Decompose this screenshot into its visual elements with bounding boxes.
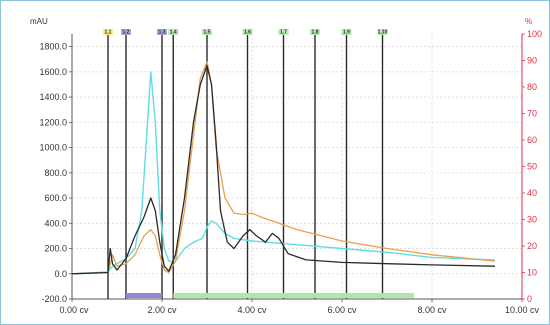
y-right-tick-label: 40 bbox=[527, 188, 537, 198]
fraction-marker-tag bbox=[242, 29, 253, 35]
tick-labels: -200.0 0.0 200.0 400.0 600.0 800.0 1000.0 1200.… bbox=[39, 29, 542, 315]
y-right-tick-label: 90 bbox=[527, 56, 537, 66]
series-line-black bbox=[71, 64, 496, 275]
fraction-marker-tag bbox=[103, 29, 113, 35]
x-tick-label: 0.00 cv bbox=[59, 305, 89, 315]
y-left-tick-label: 1000.0 bbox=[39, 143, 67, 153]
series-line-orange bbox=[71, 61, 496, 275]
y-left-tick-label: 800.0 bbox=[44, 168, 67, 178]
axes bbox=[69, 33, 525, 302]
y-left-tick-label: 1800.0 bbox=[39, 42, 67, 52]
y-right-tick-label: 30 bbox=[527, 215, 537, 225]
fraction-bar-green bbox=[173, 293, 414, 298]
y-left-tick-label: 400.0 bbox=[44, 218, 67, 228]
fraction-marker-label: 1.10 bbox=[378, 30, 388, 36]
y-left-unit-label: mAU bbox=[30, 17, 48, 26]
series-group bbox=[71, 61, 496, 275]
fraction-marker-label: 1.9 bbox=[343, 30, 350, 36]
fraction-marker-label: 1.1 bbox=[105, 30, 112, 36]
y-right-tick-label: 100 bbox=[527, 29, 542, 39]
fraction-marker-label: 1.7 bbox=[280, 30, 287, 36]
y-right-tick-label: 80 bbox=[527, 82, 537, 92]
y-right-tick-label: 50 bbox=[527, 162, 537, 172]
y-right-tick-label: 60 bbox=[527, 135, 537, 145]
y-left-tick-label: 1600.0 bbox=[39, 67, 67, 77]
x-tick-label: 8.00 cv bbox=[417, 305, 447, 315]
y-right-tick-label: 70 bbox=[527, 109, 537, 119]
fraction-bar-purple bbox=[126, 293, 162, 298]
y-left-tick-label: 1200.0 bbox=[39, 117, 67, 127]
series-line-cyan bbox=[71, 71, 496, 275]
fraction-marker-tag bbox=[157, 29, 167, 35]
x-tick-label: 2.00 cv bbox=[147, 305, 177, 315]
x-tick-label: 6.00 cv bbox=[327, 305, 357, 315]
fraction-marker-label: 1.2 bbox=[123, 30, 130, 36]
y-right-tick-label: 10 bbox=[527, 268, 537, 278]
x-tick-label: 10.00 cv bbox=[505, 305, 540, 315]
fraction-bars bbox=[126, 293, 414, 298]
fraction-marker-label: 1.3 bbox=[159, 30, 166, 36]
y-left-tick-label: -200.0 bbox=[41, 294, 67, 304]
plot-area bbox=[72, 34, 522, 299]
y-left-tick-label: 600.0 bbox=[44, 193, 67, 203]
fraction-marker-tag bbox=[377, 29, 388, 35]
y-right-tick-label: 0 bbox=[527, 294, 532, 304]
fraction-marker-label: 1.4 bbox=[170, 30, 177, 36]
x-tick-label: 4.00 cv bbox=[237, 305, 267, 315]
y-right-tick-label: 20 bbox=[527, 241, 537, 251]
y-left-tick-label: 200.0 bbox=[44, 244, 67, 254]
y-left-tick-label: 1400.0 bbox=[39, 92, 67, 102]
fraction-marker-tag bbox=[310, 29, 320, 35]
y-right-unit-label: % bbox=[525, 17, 532, 26]
fraction-marker-tag bbox=[341, 29, 352, 35]
fraction-marker-label: 1.5 bbox=[204, 30, 211, 36]
y-left-tick-label: 0.0 bbox=[54, 269, 67, 279]
fraction-marker-tag bbox=[121, 29, 131, 35]
fraction-marker-label: 1.6 bbox=[244, 30, 251, 36]
fraction-marker-label: 1.8 bbox=[312, 30, 319, 36]
fraction-marker-tag bbox=[202, 29, 212, 35]
fraction-marker-tag bbox=[278, 29, 289, 35]
fraction-marker-tag bbox=[168, 29, 179, 35]
